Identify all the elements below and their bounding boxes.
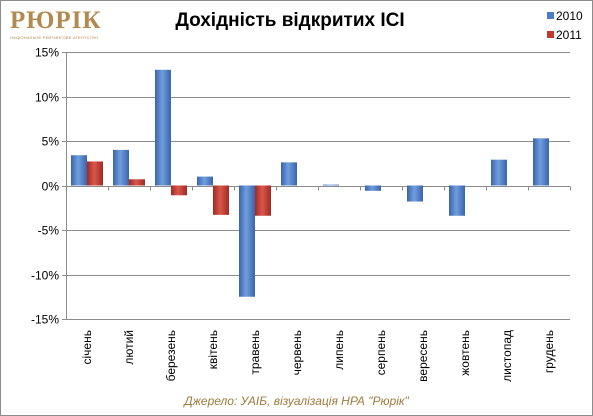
bar-2010-лютий <box>113 149 129 186</box>
legend-swatch-2011 <box>547 31 554 38</box>
y-tick-label: 15% <box>35 46 59 60</box>
bar-2010-квітень <box>197 176 213 186</box>
legend-swatch-2010 <box>547 12 554 19</box>
legend-item-2010: 2010 <box>547 6 583 25</box>
x-tick-label: грудень <box>542 330 556 373</box>
grid-lines <box>66 52 570 320</box>
axes <box>62 52 571 320</box>
logo-tagline: НАЦІОНАЛЬНЕ РЕЙТИНГОВЕ АГЕНТСТВО <box>10 35 99 40</box>
x-tick-label: червень <box>290 330 304 375</box>
bars <box>71 69 549 297</box>
bar-2011-квітень <box>213 185 229 215</box>
x-tick-label: травень <box>248 330 262 375</box>
bar-2010-січень <box>71 155 87 186</box>
chart-title: Дохідність відкритих ІСІ <box>175 10 405 31</box>
y-tick-label: -5% <box>38 224 60 238</box>
legend-item-2011: 2011 <box>547 25 583 44</box>
tick-labels: 15% 10% 5% 0% -5% -10% -15% січень лютий березень… <box>31 46 556 382</box>
x-tick-label: липень <box>332 330 346 370</box>
bar-2010-березень <box>155 69 171 186</box>
bar-2011-березень <box>171 185 187 196</box>
bar-2011-травень <box>255 185 271 216</box>
y-tick-label: -10% <box>31 269 59 283</box>
x-tick-label: березень <box>164 330 178 381</box>
legend-label-2010: 2010 <box>556 8 583 23</box>
y-tick-label: 10% <box>35 91 59 105</box>
bar-2011-січень <box>87 161 103 186</box>
bar-2010-вересень <box>407 185 423 202</box>
bar-2010-серпень <box>365 185 381 191</box>
x-tick-label: серпень <box>374 330 388 375</box>
bar-2010-липень <box>323 184 339 186</box>
x-tick-label: листопад <box>500 330 514 382</box>
bar-2010-червень <box>281 162 297 186</box>
source-note: Джерело: УАІБ, візуалізація НРА "Рюрік" <box>184 394 409 408</box>
legend-label-2011: 2011 <box>556 27 582 42</box>
bar-2011-лютий <box>129 179 145 186</box>
logo: РЮРІК НАЦІОНАЛЬНЕ РЕЙТИНГОВЕ АГЕНТСТВО <box>10 6 110 46</box>
bar-2010-грудень <box>533 138 549 186</box>
x-tick-label: жовтень <box>458 330 472 376</box>
x-tick-label: квітень <box>206 330 220 369</box>
y-tick-label: 5% <box>42 135 60 149</box>
bar-2010-травень <box>239 185 255 297</box>
x-tick-label: січень <box>80 330 94 364</box>
x-tick-label: лютий <box>122 330 136 365</box>
logo-text: РЮРІК <box>10 7 102 34</box>
bar-2010-жовтень <box>449 185 465 216</box>
y-tick-label: -15% <box>31 313 59 327</box>
x-tick-label: вересень <box>416 330 430 382</box>
bar-2010-листопад <box>491 159 507 186</box>
y-tick-label: 0% <box>42 180 60 194</box>
legend: 2010 2011 <box>547 6 583 44</box>
